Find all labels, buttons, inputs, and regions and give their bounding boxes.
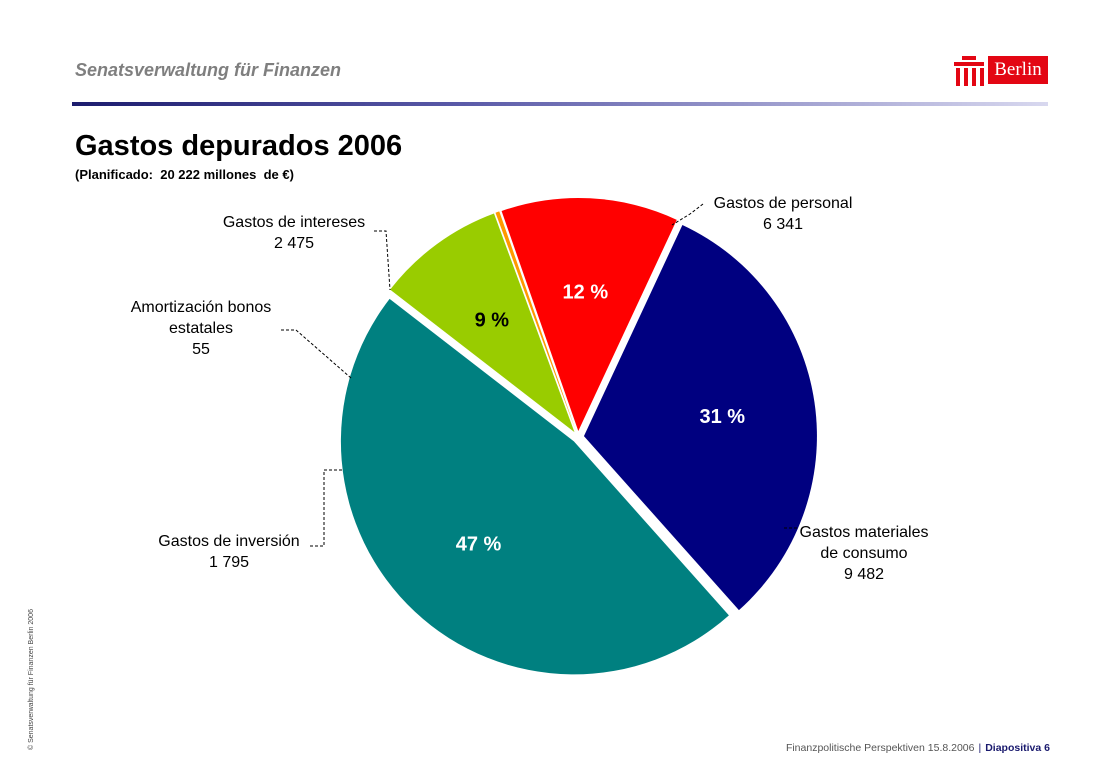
pct-label-personal: 31 % — [699, 406, 745, 428]
category-label-inversion-line-1: Gastos de inversión — [158, 533, 299, 550]
pie-slice-personal — [583, 224, 817, 611]
copyright-note: © Senatsverwaltung für Finanzen Berlin 2… — [28, 609, 35, 750]
category-label-amortizacion-line-2: estatales — [169, 320, 233, 337]
footer-separator: | — [978, 742, 982, 754]
category-label-personal-line-2: 6 341 — [763, 216, 803, 233]
header-title: Senatsverwaltung für Finanzen — [75, 60, 342, 80]
leader-line-inversion — [310, 469, 344, 547]
category-label-intereses-line-2: 2 475 — [274, 235, 314, 252]
pie-slice-materiales — [340, 298, 729, 675]
pct-label-materiales: 47 % — [456, 534, 502, 556]
leader-line-personal — [671, 203, 704, 226]
footer-text: Finanzpolitische Perspektiven 15.8.2006 — [785, 742, 975, 754]
category-label-materiales-line-2: de consumo — [820, 545, 907, 562]
pct-label-intereses: 12 % — [563, 281, 609, 303]
pie-slice-intereses — [501, 198, 677, 432]
category-label-intereses-line-1: Gastos de intereses — [223, 214, 365, 231]
category-label-materiales-line-1: Gastos materiales — [800, 524, 929, 541]
footer: Finanzpolitische Perspektiven 15.8.2006 |… — [786, 742, 1050, 754]
pct-label-inversion: 9 % — [475, 309, 510, 331]
slide-subtitle: (Planificado: 20 222 millones de €) — [75, 167, 294, 182]
category-label-materiales-line-3: 9 482 — [844, 566, 884, 583]
category-label-inversion-line-2: 1 795 — [209, 554, 249, 571]
header-divider — [72, 102, 1048, 106]
category-label-amortizacion-line-3: 55 — [192, 341, 210, 358]
slide-number: Diapositiva 6 — [985, 742, 1050, 754]
pie-slice-inversion — [390, 213, 575, 433]
slide-title: Gastos depurados 2006 — [75, 130, 403, 162]
category-label-personal-line-1: Gastos de personal — [714, 195, 853, 212]
berlin-logo: Berlin — [952, 52, 1048, 90]
pie-slice-amortizacion — [495, 211, 576, 432]
category-label-amortizacion-line-1: Amortización bonos — [131, 299, 272, 316]
leader-line-amortizacion — [281, 329, 352, 379]
leader-line-intereses — [374, 230, 391, 291]
logo-text: Berlin — [988, 56, 1048, 84]
berlin-bear-mark-icon — [954, 56, 984, 86]
